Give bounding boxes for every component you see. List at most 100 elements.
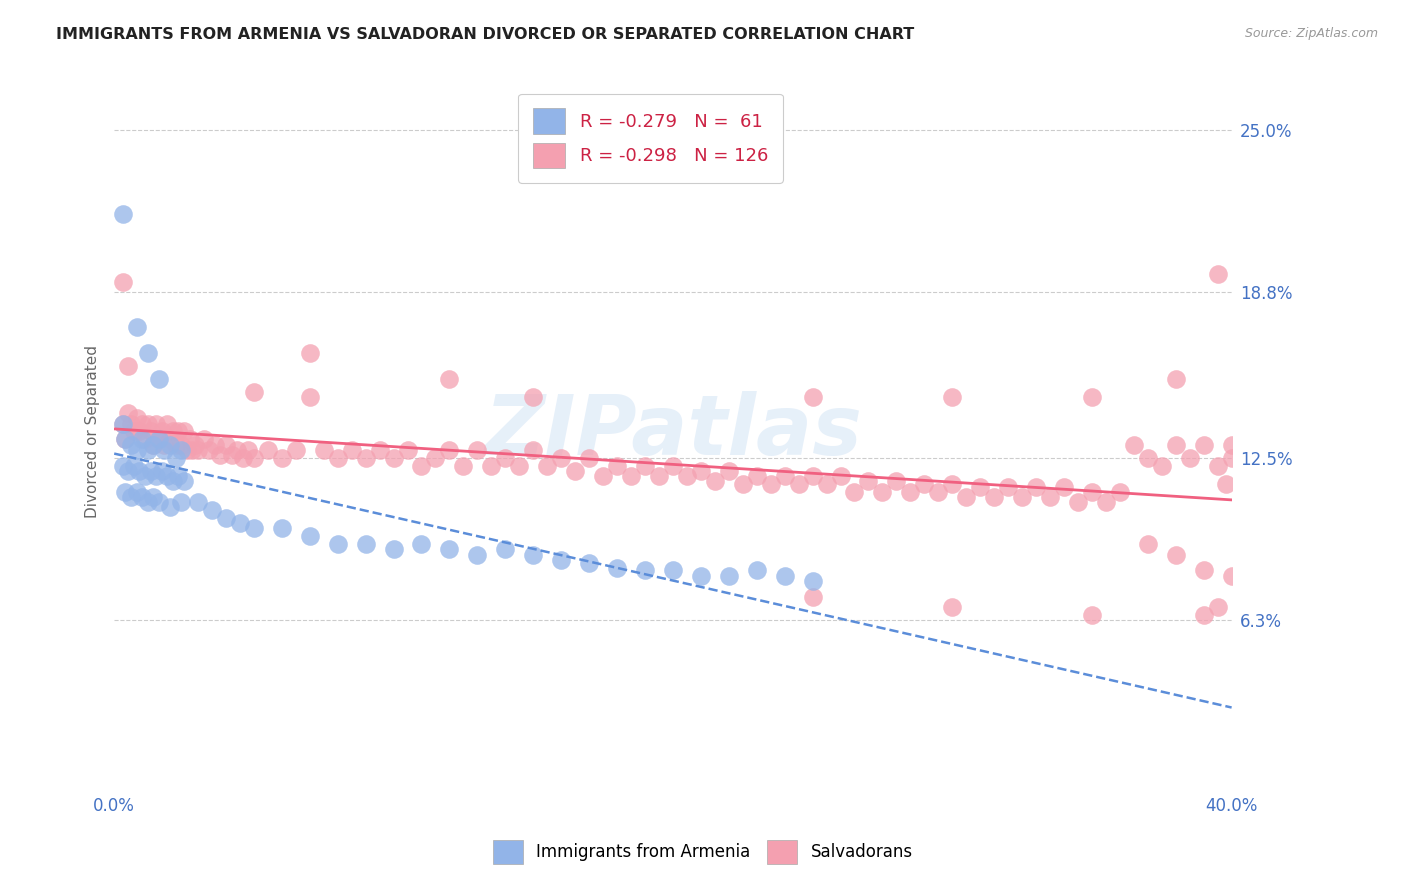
Point <box>156 417 179 431</box>
Point <box>1206 458 1229 473</box>
Point <box>125 484 148 499</box>
Point <box>955 490 977 504</box>
Point <box>148 433 170 447</box>
Point <box>153 442 176 457</box>
Point <box>209 448 232 462</box>
Point <box>201 503 224 517</box>
Point <box>114 433 136 447</box>
Point <box>111 275 134 289</box>
Text: Source: ZipAtlas.com: Source: ZipAtlas.com <box>1244 27 1378 40</box>
Point <box>153 437 176 451</box>
Point <box>1067 495 1090 509</box>
Point <box>326 537 349 551</box>
Point <box>312 442 335 457</box>
Point <box>145 469 167 483</box>
Point <box>142 490 165 504</box>
Point <box>564 464 586 478</box>
Point <box>1164 372 1187 386</box>
Point <box>187 495 209 509</box>
Point <box>997 479 1019 493</box>
Point <box>522 390 544 404</box>
Point <box>298 529 321 543</box>
Point <box>439 542 461 557</box>
Point <box>620 469 643 483</box>
Point <box>173 475 195 489</box>
Point <box>187 442 209 457</box>
Point <box>128 464 150 478</box>
Point <box>536 458 558 473</box>
Point <box>941 600 963 615</box>
Point <box>145 417 167 431</box>
Point <box>215 437 238 451</box>
Point <box>1220 437 1243 451</box>
Point <box>676 469 699 483</box>
Legend: R = -0.279   N =  61, R = -0.298   N = 126: R = -0.279 N = 61, R = -0.298 N = 126 <box>519 94 783 183</box>
Point <box>508 458 530 473</box>
Point <box>198 442 221 457</box>
Point <box>284 442 307 457</box>
Point <box>1206 267 1229 281</box>
Point <box>256 442 278 457</box>
Point <box>221 448 243 462</box>
Point <box>479 458 502 473</box>
Point <box>270 450 292 465</box>
Point <box>122 458 145 473</box>
Point <box>270 521 292 535</box>
Text: ZIPatlas: ZIPatlas <box>484 391 862 472</box>
Point <box>912 476 935 491</box>
Point <box>578 450 600 465</box>
Point <box>550 553 572 567</box>
Point <box>1081 607 1104 622</box>
Point <box>139 425 162 439</box>
Point <box>1150 458 1173 473</box>
Point <box>522 442 544 457</box>
Point <box>787 476 810 491</box>
Point <box>226 442 249 457</box>
Point <box>411 458 433 473</box>
Point <box>131 433 153 447</box>
Point <box>136 442 159 457</box>
Point <box>648 469 671 483</box>
Point <box>494 542 516 557</box>
Point <box>801 590 824 604</box>
Point <box>142 437 165 451</box>
Point <box>731 476 754 491</box>
Point <box>148 433 170 447</box>
Point <box>941 390 963 404</box>
Point <box>1136 537 1159 551</box>
Point <box>165 437 187 451</box>
Point <box>298 390 321 404</box>
Point <box>494 450 516 465</box>
Point <box>773 568 796 582</box>
Point <box>136 345 159 359</box>
Point <box>117 464 139 478</box>
Text: IMMIGRANTS FROM ARMENIA VS SALVADORAN DIVORCED OR SEPARATED CORRELATION CHART: IMMIGRANTS FROM ARMENIA VS SALVADORAN DI… <box>56 27 914 42</box>
Point <box>634 458 657 473</box>
Point <box>745 563 768 577</box>
Point <box>150 464 173 478</box>
Point <box>703 475 725 489</box>
Point <box>1206 600 1229 615</box>
Point <box>1220 450 1243 465</box>
Point <box>142 437 165 451</box>
Point <box>898 484 921 499</box>
Point <box>354 537 377 551</box>
Point <box>1011 490 1033 504</box>
Point <box>550 450 572 465</box>
Point <box>467 442 489 457</box>
Point <box>1081 484 1104 499</box>
Point <box>193 433 215 447</box>
Point <box>131 417 153 431</box>
Point <box>148 372 170 386</box>
Point <box>872 484 894 499</box>
Point <box>204 437 226 451</box>
Point <box>396 442 419 457</box>
Point <box>592 469 614 483</box>
Point <box>162 475 184 489</box>
Point <box>215 511 238 525</box>
Point <box>801 574 824 588</box>
Point <box>844 484 866 499</box>
Point <box>983 490 1005 504</box>
Point <box>858 475 880 489</box>
Point <box>941 476 963 491</box>
